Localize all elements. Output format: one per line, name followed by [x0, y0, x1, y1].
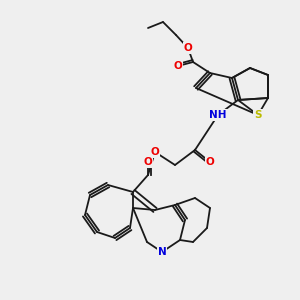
Text: O: O: [184, 43, 192, 53]
Text: O: O: [174, 61, 182, 71]
Text: S: S: [254, 110, 262, 120]
Text: O: O: [206, 157, 214, 167]
Text: O: O: [151, 147, 159, 157]
Text: O: O: [144, 157, 152, 167]
Text: NH: NH: [209, 110, 227, 120]
Text: N: N: [158, 247, 166, 257]
